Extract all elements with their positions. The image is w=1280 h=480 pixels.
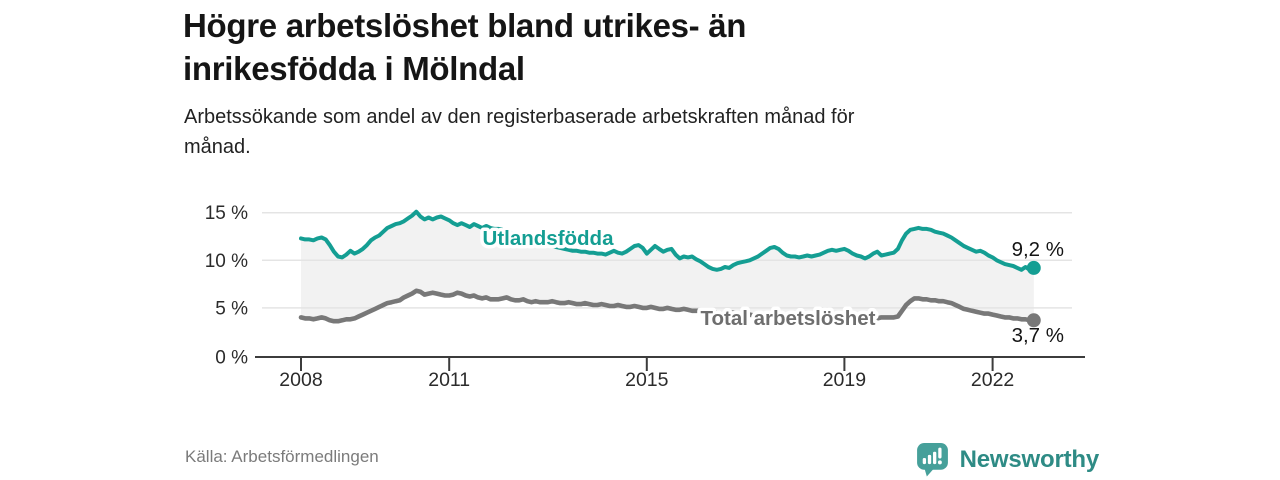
end-value-total: 3,7 % <box>1012 324 1064 347</box>
page-title: Högre arbetslöshet bland utrikes- än inr… <box>183 4 746 90</box>
x-axis-label-2015: 2015 <box>625 369 669 391</box>
newsworthy-logo-text: Newsworthy <box>959 445 1100 473</box>
subtitle-line-2: månad. <box>184 136 251 158</box>
end-value-utlandsfodda: 9,2 % <box>1012 238 1064 261</box>
series-label-total: Total arbetslöshet <box>700 307 875 330</box>
end-dot-total <box>1026 313 1041 328</box>
series-label-utlandsfodda: Utlandsfödda <box>483 227 615 250</box>
source-note: Källa: Arbetsförmedlingen <box>185 447 379 466</box>
y-axis-label-15: 15 % <box>205 203 248 224</box>
subtitle-line-1: Arbetssökande som andel av den registerb… <box>184 106 855 128</box>
x-axis-label-2019: 2019 <box>823 369 866 391</box>
title-line-1: Högre arbetslöshet bland utrikes- än <box>183 7 747 44</box>
y-axis-label-10: 10 % <box>205 251 248 272</box>
chart-subtitle: Arbetssökande som andel av den registerb… <box>184 102 854 162</box>
series-line-utlandsfodda <box>299 209 1036 272</box>
series-gap-band <box>301 211 1034 322</box>
y-axis-label-5: 5 % <box>215 298 248 319</box>
newsworthy-logo-icon <box>916 443 948 477</box>
newsworthy-logo: Newsworthy <box>914 441 1099 478</box>
x-axis-label-2022: 2022 <box>971 369 1014 391</box>
end-dot-utlandsfodda <box>1026 260 1041 275</box>
series-line-total <box>298 288 1037 324</box>
y-axis-label-0: 0 % <box>215 348 248 369</box>
x-axis-label-2008: 2008 <box>279 369 322 391</box>
x-axis-label-2011: 2011 <box>428 369 470 391</box>
title-line-2: inrikesfödda i Mölndal <box>183 50 525 87</box>
